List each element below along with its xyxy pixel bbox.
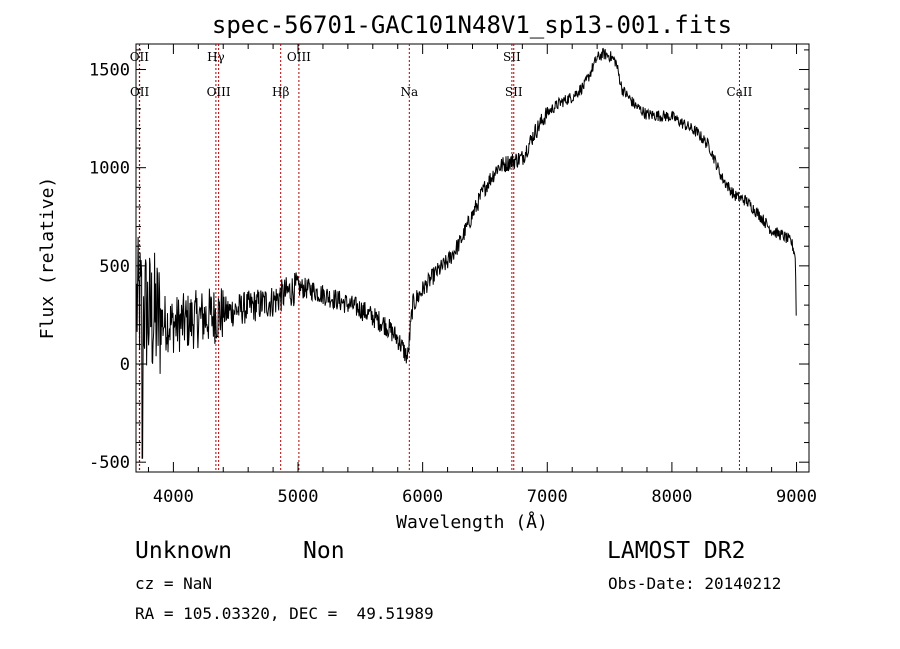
object-subclass: Non bbox=[303, 538, 345, 564]
chart-title: spec-56701-GAC101N48V1_sp13-001.fits bbox=[212, 11, 732, 39]
line-marker-label: CaII bbox=[727, 85, 753, 99]
x-tick-label: 6000 bbox=[402, 487, 443, 507]
x-axis-label: Wavelength (Å) bbox=[396, 511, 548, 533]
redshift-label: cz = NaN bbox=[135, 574, 213, 593]
x-tick-label: 5000 bbox=[278, 487, 319, 507]
plot-frame bbox=[135, 43, 810, 473]
line-marker-label: OIII bbox=[207, 85, 231, 99]
y-tick-label: 500 bbox=[99, 257, 130, 277]
object-class: Unknown bbox=[135, 538, 232, 564]
line-marker-label: OII bbox=[130, 85, 150, 99]
y-axis-label: Flux (relative) bbox=[37, 177, 58, 340]
y-tick-label: 1500 bbox=[89, 61, 130, 81]
x-tick-label: 8000 bbox=[651, 487, 692, 507]
spectrum-line bbox=[136, 47, 797, 459]
coordinates-label: RA = 105.03320, DEC = 49.51989 bbox=[135, 604, 434, 623]
y-tick-label: -500 bbox=[89, 453, 130, 473]
x-tick-label: 9000 bbox=[776, 487, 817, 507]
y-tick-label: 0 bbox=[120, 355, 130, 375]
y-tick-label: 1000 bbox=[89, 159, 130, 179]
line-marker-label: SII bbox=[505, 85, 523, 99]
survey-label: LAMOST DR2 bbox=[607, 538, 746, 564]
line-marker-label: SII bbox=[503, 50, 521, 64]
x-tick-label: 4000 bbox=[153, 487, 194, 507]
x-tick-label: 7000 bbox=[527, 487, 568, 507]
line-marker-label: Na bbox=[400, 85, 418, 99]
line-marker-label: Hβ bbox=[272, 85, 289, 99]
line-marker-label: Hγ bbox=[207, 50, 225, 64]
obs-date-label: Obs-Date: 20140212 bbox=[608, 574, 782, 593]
line-marker-label: OIII bbox=[287, 50, 311, 64]
axis-ticks: 4000 5000 6000 7000 8000 9000 -500 0 500 1000 1500 bbox=[89, 44, 817, 507]
